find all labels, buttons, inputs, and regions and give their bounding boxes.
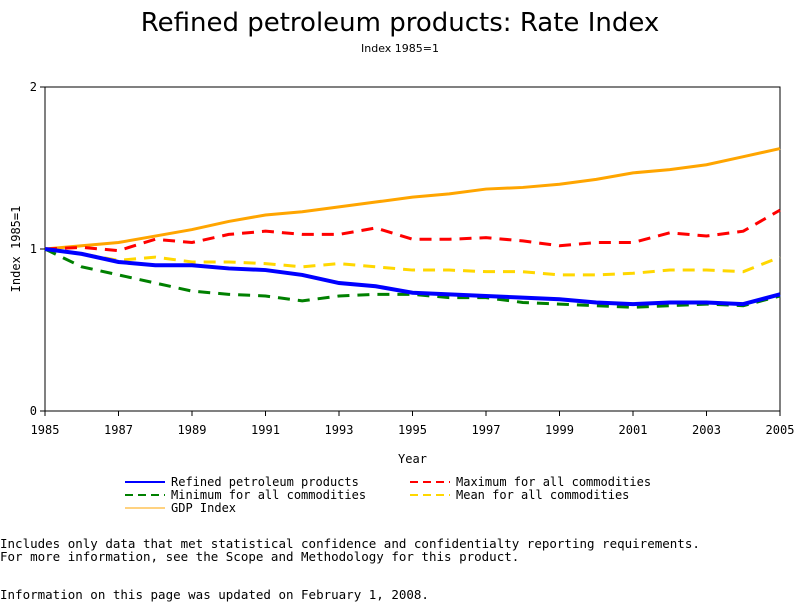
x-tick-label: 1985 <box>31 423 60 437</box>
note-methodology: For more information, see the Scope and … <box>0 549 520 564</box>
y-tick-label: 2 <box>30 80 37 94</box>
plot-frame <box>44 86 781 412</box>
note-confidentiality: Includes only data that met statistical … <box>0 536 700 551</box>
x-tick-label: 1991 <box>251 423 280 437</box>
legend-label: Minimum for all commodities <box>171 488 366 502</box>
legend-label: Refined petroleum products <box>171 475 359 489</box>
x-tick-label: 1989 <box>178 423 207 437</box>
series-line-2 <box>44 247 781 309</box>
series-line-1 <box>44 208 781 253</box>
note-updated: Information on this page was updated on … <box>0 587 429 602</box>
x-axis-label: Year <box>398 452 427 466</box>
x-tick-label: 1987 <box>104 423 133 437</box>
chart-subtitle: Index 1985=1 <box>361 42 439 55</box>
x-tick-label: 2001 <box>619 423 648 437</box>
x-tick-label: 1997 <box>472 423 501 437</box>
x-tick-label: 2005 <box>766 423 795 437</box>
x-tick-label: 1993 <box>325 423 354 437</box>
legend-label: Mean for all commodities <box>456 488 629 502</box>
x-tick-label: 2003 <box>692 423 721 437</box>
y-axis-label: Index 1985=1 <box>9 206 23 293</box>
series-line-3 <box>44 247 781 277</box>
legend-label: GDP Index <box>171 501 236 515</box>
series-line-0 <box>44 247 781 307</box>
legend-label: Maximum for all commodities <box>456 475 651 489</box>
x-tick-label: 1995 <box>398 423 427 437</box>
x-tick-label: 1999 <box>545 423 574 437</box>
y-tick-label: 0 <box>30 404 37 418</box>
chart-title: Refined petroleum products: Rate Index <box>140 8 660 38</box>
series-line-4 <box>44 147 781 251</box>
y-tick-label: 1 <box>30 242 37 256</box>
